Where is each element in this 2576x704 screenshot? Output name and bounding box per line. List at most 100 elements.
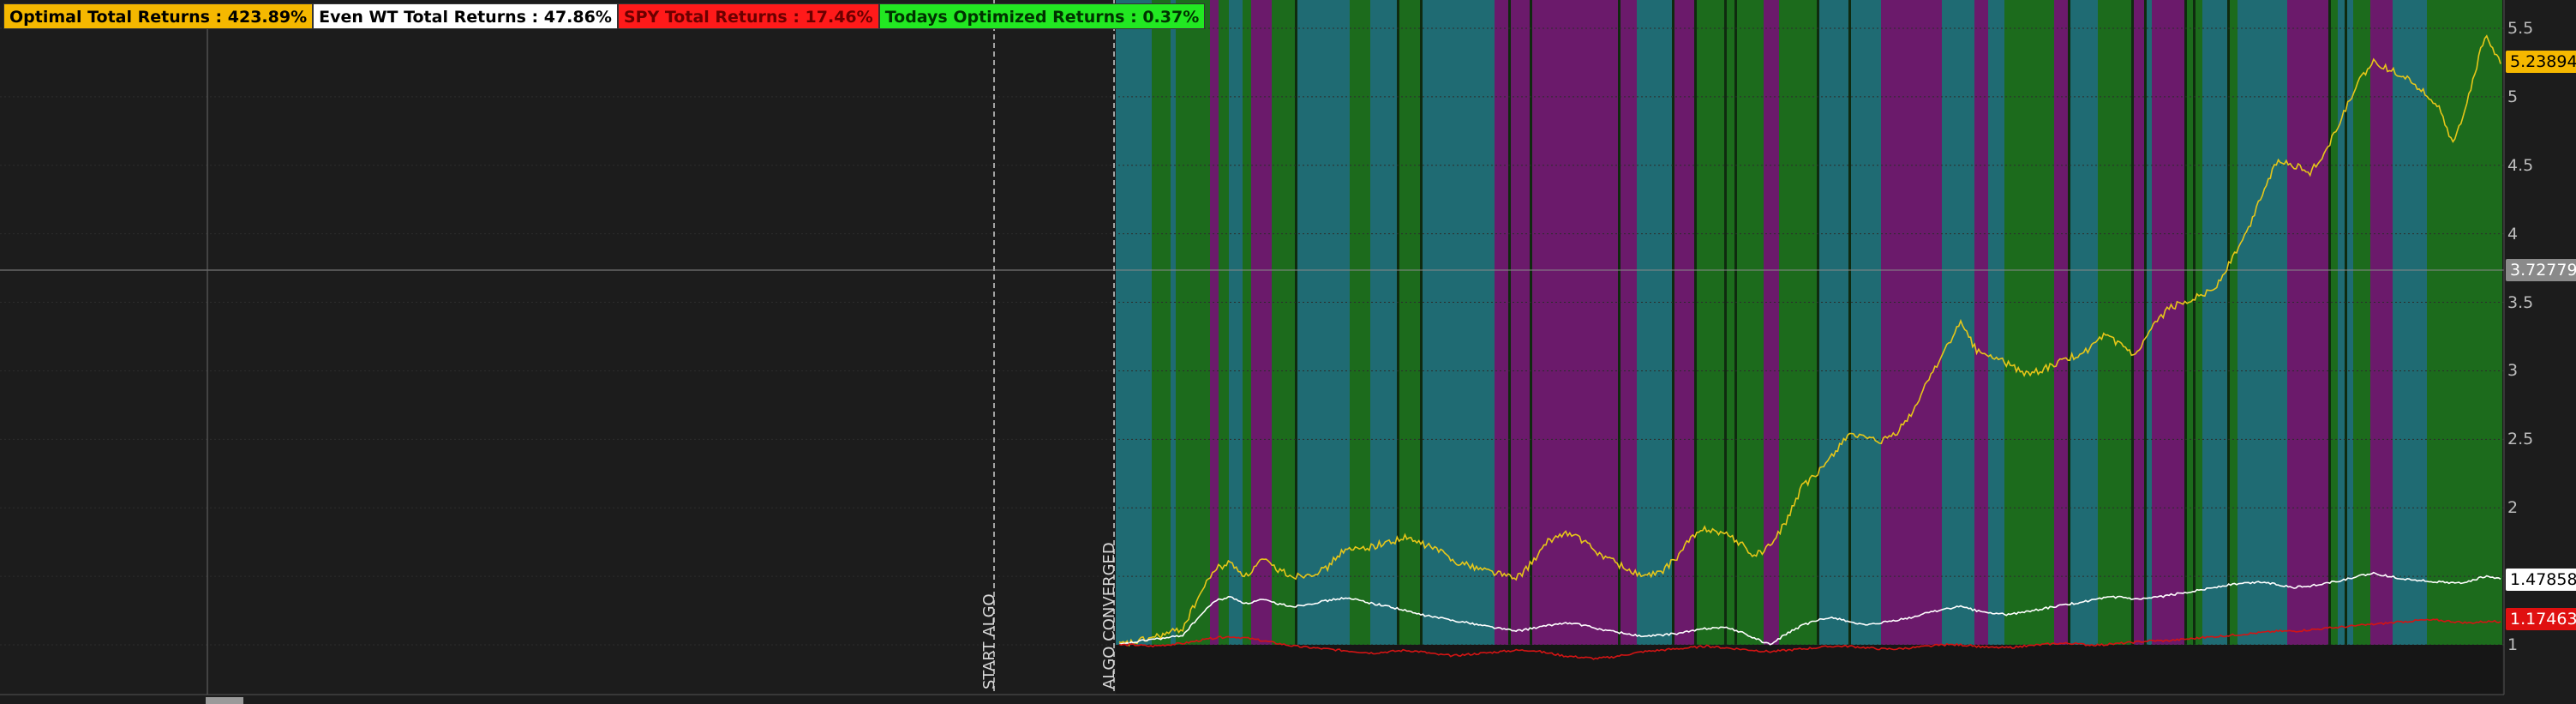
- regime-band: [1942, 0, 1957, 645]
- regime-band: [1697, 0, 1715, 645]
- series-lines: [1118, 34, 2501, 660]
- regime-band: [1243, 0, 1251, 645]
- crosshair-value-badge: 3.72779: [2506, 259, 2576, 281]
- spy-last-value-badge: 1.17463: [2506, 608, 2576, 630]
- regime-separator: [1295, 0, 1297, 645]
- regime-band: [1916, 0, 1942, 645]
- regime-separator: [2193, 0, 2196, 645]
- regime-band: [2217, 0, 2227, 645]
- regime-separator: [1694, 0, 1697, 645]
- regime-band: [1495, 0, 1508, 645]
- y-tick-label: 2.5: [2507, 430, 2534, 449]
- regime-band: [2004, 0, 2012, 645]
- regime-band: [1251, 0, 1272, 645]
- regime-band: [2331, 0, 2338, 645]
- regime-band: [1370, 0, 1397, 645]
- regime-separator: [1734, 0, 1737, 645]
- regime-separator: [1848, 0, 1851, 645]
- post-converge-floor: [1116, 645, 2502, 695]
- regime-band: [2497, 0, 2502, 645]
- regime-separator: [2345, 0, 2347, 645]
- regime-band: [1316, 0, 1350, 645]
- regime-band: [1532, 0, 1618, 645]
- regime-band: [2134, 0, 2144, 645]
- returns-badge-3: Todays Optimized Returns : 0.37%: [878, 3, 1206, 29]
- optimal-series-line: [1118, 34, 2501, 647]
- regime-band: [2393, 0, 2427, 645]
- regime-band: [1477, 0, 1495, 645]
- returns-badge-2: SPY Total Returns : 17.46%: [617, 3, 879, 29]
- y-tick-label: 5.5: [2507, 19, 2534, 38]
- regime-band: [1458, 0, 1477, 645]
- regime-band: [2046, 0, 2054, 645]
- regime-band: [2202, 0, 2217, 645]
- regime-separator: [1397, 0, 1399, 645]
- regime-band: [1715, 0, 1724, 645]
- regime-band: [2461, 0, 2497, 645]
- spy-series-line: [1118, 618, 2501, 660]
- regime-separator: [2068, 0, 2070, 645]
- regime-band: [2054, 0, 2068, 645]
- algo-converged-label: ALGO CONVERGED: [1100, 542, 1118, 689]
- regime-separator: [1672, 0, 1674, 645]
- regime-separator: [1420, 0, 1423, 645]
- regime-band: [2187, 0, 2193, 645]
- regime-band: [2147, 0, 2152, 645]
- regime-band: [1152, 0, 1171, 645]
- regime-band: [1988, 0, 2004, 645]
- regime-band: [1229, 0, 1243, 645]
- regime-band: [2152, 0, 2184, 645]
- y-tick-label: 5: [2507, 87, 2519, 106]
- regime-separator: [1530, 0, 1532, 645]
- y-tick-label: 3: [2507, 361, 2519, 381]
- returns-summary-badges: Optimal Total Returns : 423.89% Even WT T…: [3, 3, 1206, 29]
- y-tick-label: 4: [2507, 224, 2519, 244]
- regime-band: [2370, 0, 2393, 645]
- regime-band: [2258, 0, 2287, 645]
- regime-band: [2196, 0, 2202, 645]
- regime-band: [2353, 0, 2370, 645]
- regime-band: [1819, 0, 1848, 645]
- regime-band: [2338, 0, 2345, 645]
- regime-band: [2070, 0, 2098, 645]
- regime-bands: [1116, 0, 2502, 645]
- regime-band: [1974, 0, 1988, 645]
- regime-band: [1674, 0, 1694, 645]
- regime-band: [1219, 0, 1229, 645]
- regime-band: [1637, 0, 1672, 645]
- returns-badge-0: Optimal Total Returns : 423.89%: [3, 3, 314, 29]
- regime-band: [2303, 0, 2328, 645]
- regime-separator: [1817, 0, 1819, 645]
- returns-badge-1: Even WT Total Returns : 47.86%: [313, 3, 618, 29]
- regime-band: [1511, 0, 1530, 645]
- regime-separator: [2328, 0, 2331, 645]
- regime-separator: [1508, 0, 1511, 645]
- regime-band: [1851, 0, 1881, 645]
- regime-band: [1764, 0, 1779, 645]
- start-algo-label: START ALGO: [980, 593, 998, 689]
- even_wt-series-line: [1119, 571, 2501, 646]
- crosshair-x-label: [206, 697, 243, 704]
- regime-separator: [2131, 0, 2134, 645]
- regime-band: [1272, 0, 1295, 645]
- regime-band: [1363, 0, 1370, 645]
- y-tick-label: 3.5: [2507, 292, 2534, 312]
- regime-separator: [1618, 0, 1620, 645]
- regime-band: [2287, 0, 2303, 645]
- regime-band: [1297, 0, 1316, 645]
- regime-band: [1957, 0, 1974, 645]
- optimal-last-value-badge: 5.23894: [2506, 51, 2576, 73]
- regime-band: [2098, 0, 2131, 645]
- y-tick-label: 1: [2507, 635, 2519, 654]
- regime-band: [1176, 0, 1210, 645]
- regime-band: [2238, 0, 2258, 645]
- regime-band: [1737, 0, 1764, 645]
- regime-band: [1116, 0, 1152, 645]
- regime-band: [1210, 0, 1219, 645]
- regime-band: [2012, 0, 2046, 645]
- y-tick-label: 4.5: [2507, 155, 2534, 175]
- regime-separator: [2184, 0, 2187, 645]
- regime-band: [1881, 0, 1916, 645]
- gridlines: [0, 27, 2504, 646]
